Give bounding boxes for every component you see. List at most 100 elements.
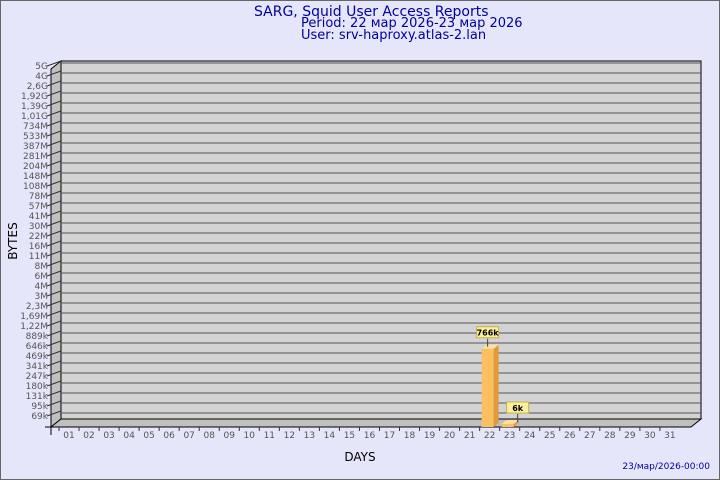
y-tick [46,90,62,97]
y-tick-label: 734M [23,122,48,132]
x-tick-label: 05 [143,431,154,441]
y-tick-label: 247k [26,372,49,382]
y-tick-label: 108M [23,182,48,192]
y-tick [46,200,62,207]
y-tick [46,130,62,137]
y-tick [46,190,62,197]
x-tick-label: 08 [203,431,215,441]
y-tick-label: 78M [29,192,48,202]
x-tick-label: 04 [123,431,135,441]
y-tick [46,390,62,397]
data-label-box [506,401,530,414]
data-label-box [476,326,500,339]
y-tick-label: 341k [26,362,49,372]
x-tick-label: 31 [664,431,675,441]
timestamp: 23/мар/2026-00:00 [622,462,710,472]
y-tick [46,310,62,317]
y-tick [46,150,62,157]
y-tick-label: 5G [35,62,48,72]
y-tick [46,370,62,377]
x-tick-label: 17 [384,431,395,441]
bar-22 [481,348,494,427]
y-tick-label: 2,6G [27,82,48,92]
data-label: 766k [477,329,500,338]
y-tick [46,380,62,387]
y-tick-label: 22M [29,232,48,242]
y-tick [46,290,62,297]
x-tick-label: 11 [264,431,275,441]
x-tick-label: 26 [564,431,576,441]
x-tick-label: 16 [364,431,376,441]
y-tick-label: 469k [26,352,49,362]
y-tick-label: 387M [23,142,48,152]
x-tick-label: 22 [484,431,495,441]
x-tick-label: 30 [644,431,656,441]
y-tick [46,410,62,417]
y-tick-label: 148M [23,172,48,182]
y-tick [46,180,62,187]
y-tick [46,210,62,217]
bar-23 [501,424,514,427]
bar-top-22 [481,344,499,349]
y-tick [46,70,62,77]
y-tick-label: 6M [35,272,49,282]
chart-title: SARG, Squid User Access Reports [254,4,489,20]
y-tick-label: 16M [29,242,48,252]
y-tick [46,250,62,257]
x-tick-label: 19 [424,431,436,441]
plot-floor [49,418,703,428]
y-tick-label: 8M [35,262,49,272]
y-tick-label: 1,22M [20,322,48,332]
y-tick [46,60,62,67]
bar-side-22 [493,344,499,427]
y-tick [46,170,62,177]
user-text: User: srv-haproxy.atlas-2.lan [301,28,487,43]
x-tick-label: 29 [624,431,636,441]
y-tick-label: 41M [29,212,48,222]
x-tick-label: 25 [544,431,555,441]
y-tick [46,350,62,357]
y-tick-label: 1,69M [20,312,48,322]
y-tick-label: 2,3M [26,302,48,312]
y-tick [46,160,62,167]
x-tick-label: 27 [584,431,595,441]
y-tick-label: 3M [35,292,49,302]
y-tick-label: 4M [35,282,49,292]
period-text: Period: 22 мар 2026-23 мар 2026 [301,16,523,31]
y-tick [46,330,62,337]
y-tick [46,140,62,147]
x-tick-label: 15 [344,431,355,441]
y-tick-label: 646k [26,342,49,352]
y-tick [46,240,62,247]
y-tick-label: 57M [29,202,48,212]
x-tick-label: 13 [304,431,315,441]
y-tick [46,360,62,367]
x-tick-label: 23 [504,431,515,441]
y-tick [46,340,62,347]
y-tick [46,230,62,237]
y-tick [46,320,62,327]
x-tick-label: 18 [404,431,416,441]
y-tick [46,270,62,277]
y-tick [46,300,62,307]
y-tick [46,100,62,107]
y-tick [46,80,62,87]
y-tick-label: 30M [29,222,48,232]
y-tick-label: 281M [23,152,48,162]
y-tick-label: 69k [31,412,48,422]
bar-top-23 [501,420,519,424]
y-tick [46,260,62,267]
y-tick-label: 11M [29,252,48,262]
y-tick [46,110,62,117]
y-tick-label: 1,39G [21,102,48,112]
y-tick [46,220,62,227]
x-axis-label: DAYS [344,450,375,464]
y-tick-label: 533M [23,132,48,142]
y-tick-label: 1,92G [21,92,48,102]
y-axis-label: BYTES [6,222,20,259]
y-tick-label: 131k [26,392,49,402]
x-tick-label: 06 [163,431,175,441]
x-tick-label: 01 [63,431,74,441]
x-tick-label: 14 [324,431,336,441]
